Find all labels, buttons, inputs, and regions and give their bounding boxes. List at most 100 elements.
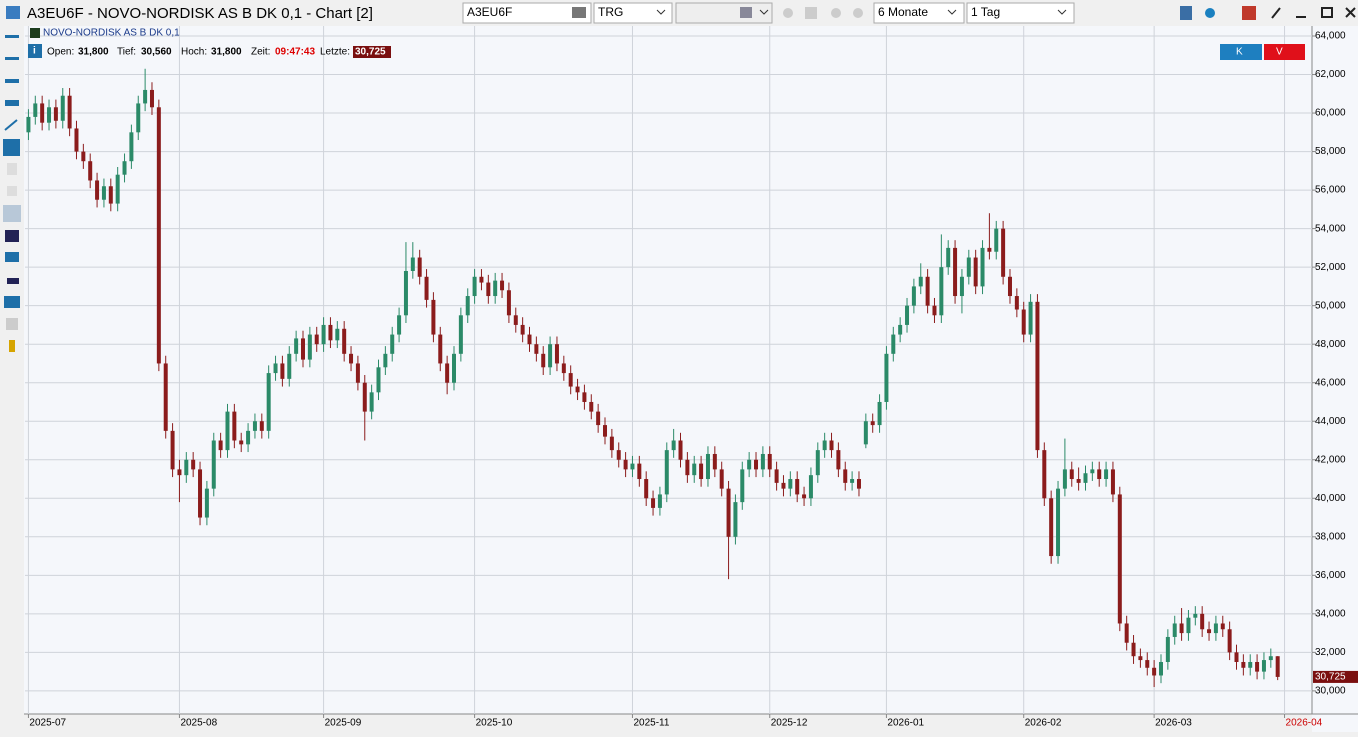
info-icon-glyph: i xyxy=(33,46,36,57)
y-tick-label: 30,000 xyxy=(1315,686,1346,697)
candle-body xyxy=(74,128,79,152)
candle-body xyxy=(1207,629,1212,634)
candle-body xyxy=(424,276,429,300)
buy-button[interactable] xyxy=(1220,44,1262,60)
exchange-dropdown[interactable] xyxy=(593,2,673,24)
grid xyxy=(25,26,1312,714)
candle-body xyxy=(397,315,402,335)
candle-body xyxy=(603,425,608,437)
candle-body xyxy=(1042,450,1047,499)
info-value: 31,800 xyxy=(211,47,242,58)
candle-body xyxy=(712,453,717,470)
candle-body xyxy=(465,296,470,316)
candle-body xyxy=(431,299,436,335)
candle-body xyxy=(541,353,546,368)
y-tick-label: 50,000 xyxy=(1315,300,1346,311)
x-tick-label: 2025-11 xyxy=(633,718,669,729)
candle-body xyxy=(829,440,834,451)
y-tick-label: 48,000 xyxy=(1315,339,1346,350)
y-tick-label: 34,000 xyxy=(1315,608,1346,619)
interval-dropdown[interactable] xyxy=(966,2,1075,24)
y-tick-label: 58,000 xyxy=(1315,146,1346,157)
candle-body xyxy=(925,276,930,306)
candle-body xyxy=(781,482,786,489)
candle-body xyxy=(383,353,388,368)
candle-body xyxy=(355,363,360,383)
candle-body xyxy=(616,450,621,460)
calendar-icon xyxy=(740,7,752,18)
y-tick-label: 36,000 xyxy=(1315,570,1346,581)
candle-body xyxy=(911,286,916,306)
candle-body xyxy=(342,328,347,354)
date-dropdown[interactable] xyxy=(675,2,773,24)
candle-body xyxy=(747,459,752,470)
candle-body xyxy=(644,479,649,499)
candle-body xyxy=(719,469,724,489)
y-tick-label: 44,000 xyxy=(1315,416,1346,427)
candle-body xyxy=(568,373,573,387)
candle-body xyxy=(1097,469,1102,480)
period-text: 6 Monate xyxy=(878,5,928,19)
candle-body xyxy=(1152,667,1157,676)
candle-body xyxy=(26,116,31,133)
candle-body xyxy=(1110,469,1115,495)
candle-body xyxy=(149,89,154,108)
candle-body xyxy=(1062,469,1067,489)
y-tick-label: 38,000 xyxy=(1315,531,1346,542)
candle-body xyxy=(1234,652,1239,662)
window-controls[interactable] xyxy=(1180,6,1356,20)
candle-body xyxy=(946,247,951,268)
tool-icons[interactable] xyxy=(3,35,21,352)
info-value: 30,725 xyxy=(355,47,386,58)
symbol-icon[interactable] xyxy=(572,7,586,18)
candle-body xyxy=(760,453,765,470)
candle-body xyxy=(390,334,395,354)
candle-body xyxy=(548,344,553,368)
candle-body xyxy=(287,353,292,379)
candle-body xyxy=(88,161,93,181)
buy-button-label: K xyxy=(1236,47,1243,58)
candle-body xyxy=(1069,469,1074,480)
candle-body xyxy=(239,440,244,445)
legend-entry: NOVO-NORDISK AS B DK 0,1 xyxy=(43,28,180,39)
candle-body xyxy=(856,479,861,489)
candle-body xyxy=(1035,301,1040,451)
candle-body xyxy=(884,353,889,402)
candle-body xyxy=(479,276,484,283)
candle-body xyxy=(500,280,505,291)
candle-body xyxy=(905,305,910,325)
candle-body xyxy=(1165,636,1170,662)
symbol-field[interactable] xyxy=(462,2,592,24)
info-label: Open: xyxy=(47,47,74,58)
info-icon[interactable] xyxy=(28,44,42,58)
candle-body xyxy=(733,502,738,537)
candle-body xyxy=(705,453,710,480)
candle-body xyxy=(740,469,745,503)
candle-body xyxy=(115,174,120,204)
x-tick-label: 2025-07 xyxy=(29,718,66,729)
sell-button[interactable] xyxy=(1264,44,1305,60)
candle-body xyxy=(822,440,827,451)
candle-body xyxy=(1275,656,1280,677)
period-dropdown[interactable] xyxy=(873,2,965,24)
candle-body xyxy=(300,338,305,360)
info-label: Hoch: xyxy=(181,47,207,58)
candle-body xyxy=(486,282,491,297)
info-label: Tief: xyxy=(117,47,136,58)
candle-body xyxy=(60,95,65,121)
candle-body xyxy=(671,440,676,451)
candle-body xyxy=(863,421,868,445)
app-icon xyxy=(6,6,20,19)
candle-body xyxy=(788,479,793,489)
candle-body xyxy=(513,315,518,325)
info-label: Zeit: xyxy=(251,47,270,58)
x-tick-label: 2025-10 xyxy=(476,718,513,729)
candle-body xyxy=(1200,613,1205,630)
candle-body xyxy=(726,488,731,537)
candle-body xyxy=(95,180,100,200)
info-last-bg xyxy=(353,46,391,58)
candle-body xyxy=(987,247,992,252)
plot-area xyxy=(24,26,1312,714)
candle-body xyxy=(417,257,422,277)
candle-body xyxy=(767,453,772,470)
